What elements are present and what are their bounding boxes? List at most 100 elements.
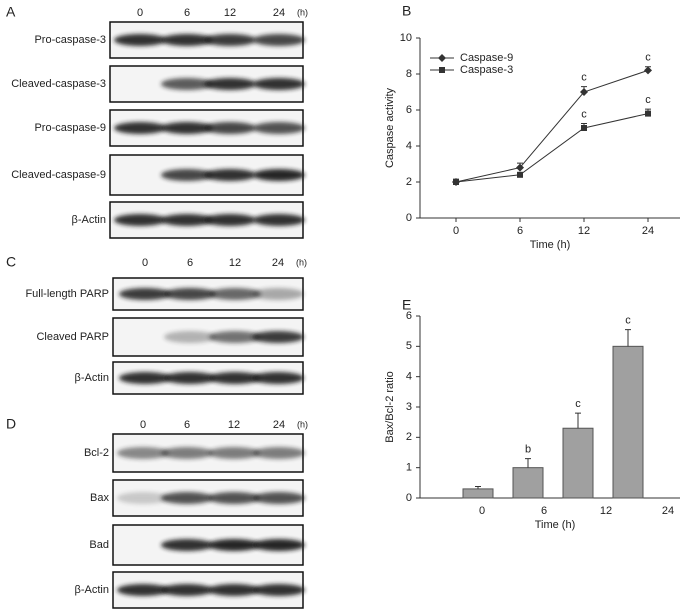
blot-band — [252, 288, 304, 300]
row-label: Cleaved PARP — [36, 331, 109, 343]
blot-band — [204, 78, 256, 90]
significance-label: c — [625, 315, 631, 327]
blot-band — [253, 584, 305, 596]
blot-band — [209, 372, 261, 384]
x-tick-label: 24 — [662, 505, 674, 517]
error-bar — [475, 485, 481, 489]
blot-band — [253, 447, 305, 459]
panel-label: C — [6, 254, 16, 270]
blot-band — [252, 331, 304, 343]
blot-band — [119, 372, 171, 384]
blot-band — [164, 372, 216, 384]
y-tick-label: 2 — [406, 176, 412, 188]
x-axis-title: Time (h) — [535, 519, 576, 531]
blot-band — [119, 288, 171, 300]
blot-band — [161, 214, 213, 226]
blot-band — [252, 372, 304, 384]
blot-band — [161, 122, 213, 134]
x-tick-label: 0 — [479, 505, 485, 517]
lane-label: 24 — [272, 257, 284, 269]
time-unit: (h) — [297, 419, 308, 429]
y-tick-label: 10 — [400, 32, 412, 44]
panel-label: B — [402, 3, 411, 19]
blot-band — [161, 169, 213, 181]
blot-band — [208, 584, 260, 596]
row-label: Full-length PARP — [25, 288, 109, 300]
blot-band — [253, 34, 305, 46]
lane-label: 6 — [184, 7, 190, 19]
lane-label: 24 — [273, 7, 285, 19]
row-label: Cleaved-caspase-3 — [11, 78, 106, 90]
marker — [438, 54, 446, 62]
legend-label: Caspase-9 — [460, 52, 513, 64]
row-label: Pro-caspase-9 — [34, 122, 106, 134]
significance-label: c — [581, 108, 587, 120]
x-tick-label: 6 — [517, 225, 523, 237]
blot-band — [114, 214, 166, 226]
row-label: Pro-caspase-3 — [34, 34, 106, 46]
marker — [580, 88, 588, 96]
significance-label: c — [581, 72, 587, 84]
blot-band — [161, 584, 213, 596]
y-tick-label: 5 — [406, 340, 412, 352]
lane-label: 12 — [228, 419, 240, 431]
lane-label: 0 — [137, 7, 143, 19]
blot-band — [209, 288, 261, 300]
x-tick-label: 24 — [642, 225, 654, 237]
lane-label: 12 — [229, 257, 241, 269]
x-tick-label: 12 — [578, 225, 590, 237]
lane-label: 12 — [224, 7, 236, 19]
panel-label: A — [6, 4, 16, 20]
blot-band — [253, 122, 305, 134]
blot-band — [117, 584, 169, 596]
blot-band — [161, 539, 213, 551]
marker — [581, 125, 587, 131]
error-bar — [525, 458, 531, 468]
marker — [645, 110, 651, 117]
y-tick-label: 4 — [406, 371, 412, 383]
blot-band — [253, 539, 305, 551]
row-label: Bcl-2 — [84, 447, 109, 459]
lane-label: 24 — [273, 419, 285, 431]
y-tick-label: 1 — [406, 462, 412, 474]
blot-band — [208, 539, 260, 551]
lane-label: 6 — [187, 257, 193, 269]
significance-label: c — [645, 52, 651, 64]
significance-label: b — [525, 443, 531, 455]
bar — [612, 345, 644, 499]
lane-label: 0 — [142, 257, 148, 269]
bar — [512, 467, 544, 499]
blot-band — [204, 214, 256, 226]
y-tick-label: 4 — [406, 140, 412, 152]
blot-band — [204, 169, 256, 181]
blot-band — [209, 331, 261, 343]
x-tick-label: 12 — [600, 505, 612, 517]
blot-band — [253, 169, 305, 181]
marker — [517, 171, 523, 178]
blot-band — [114, 122, 166, 134]
blot-band — [208, 492, 260, 504]
row-label: Cleaved-caspase-9 — [11, 169, 106, 181]
x-tick-label: 0 — [453, 225, 459, 237]
blot-band — [164, 331, 216, 343]
significance-label: c — [645, 94, 651, 106]
blot-band — [161, 78, 213, 90]
blot-band — [161, 492, 213, 504]
row-label: Bax — [90, 492, 109, 504]
blot-band — [164, 288, 216, 300]
y-axis-title: Bax/Bcl-2 ratio — [384, 371, 396, 443]
blot-band — [204, 122, 256, 134]
row-label: β-Actin — [75, 584, 109, 596]
row-label: β-Actin — [72, 214, 106, 226]
x-tick-label: 6 — [541, 505, 547, 517]
time-unit: (h) — [296, 257, 307, 267]
panel-label: E — [402, 297, 411, 313]
error-bar — [625, 329, 631, 347]
y-tick-label: 8 — [406, 68, 412, 80]
error-bar — [575, 412, 581, 429]
bar — [562, 427, 594, 499]
blot-band — [117, 447, 169, 459]
blot-band — [161, 34, 213, 46]
series-line — [455, 113, 649, 183]
